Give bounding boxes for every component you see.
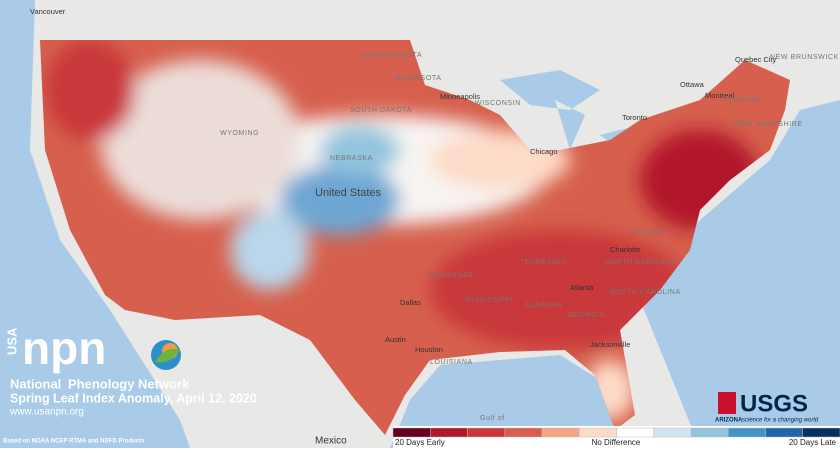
- legend-swatch: [430, 427, 468, 438]
- logo-acronym: npn: [22, 322, 106, 374]
- place-label: LOUISIANA: [430, 359, 473, 366]
- logo-url: www.usanpn.org: [9, 407, 84, 418]
- place-label: WISCONSIN: [475, 100, 521, 107]
- pacific-ocean: [0, 0, 190, 448]
- usgs-logo: USGS: [740, 390, 808, 417]
- logo-org: Phenology Network: [68, 376, 190, 391]
- logo-icon: [155, 348, 180, 363]
- legend-label: 20 Days Late: [789, 438, 837, 447]
- place-label: Houston: [415, 345, 443, 354]
- anomaly-patch: [100, 60, 300, 220]
- legend-swatch: [802, 427, 840, 438]
- logo-country: USA: [4, 327, 19, 355]
- place-label: SOUTH DAKOTA: [350, 107, 412, 114]
- legend-swatch: [690, 427, 729, 438]
- place-label: Minneapolis: [440, 92, 480, 101]
- place-label: GEORGIA: [568, 312, 605, 319]
- anomaly-patch: [230, 210, 310, 290]
- place-label: MINNESOTA: [395, 75, 442, 82]
- place-label: Ottawa: [680, 80, 705, 89]
- place-label: NEW BRUNSWICK: [770, 54, 839, 61]
- place-label: United States: [315, 187, 382, 199]
- place-label: NORTH CAROLINA: [605, 259, 676, 266]
- anomaly-patch: [45, 40, 135, 140]
- place-label: TENNESSEE: [520, 259, 568, 266]
- great-lakes: [500, 70, 640, 150]
- place-label: NEW HAMPSHIRE: [735, 121, 803, 128]
- place-label: ARKANSAS: [430, 272, 473, 279]
- place-label: Quebec City: [735, 55, 777, 64]
- place-label: SOUTH CAROLINA: [610, 289, 681, 296]
- arizona-logo: [718, 392, 736, 414]
- place-label: Mexico: [315, 436, 347, 447]
- place-label: WYOMING: [220, 130, 259, 137]
- place-label: Dallas: [400, 298, 421, 307]
- legend-label: 20 Days Early: [395, 438, 445, 447]
- place-label: Gulf of: [480, 415, 505, 422]
- place-label: Atlanta: [570, 283, 594, 292]
- anomaly-patch: [320, 125, 400, 175]
- place-label: VERMONT: [723, 97, 762, 104]
- place-label: Jacksonville: [590, 340, 630, 349]
- place-label: Vancouver: [30, 7, 66, 16]
- legend-swatch: [392, 427, 431, 438]
- place-label: MISSISSIPPI: [465, 297, 513, 304]
- usgs-tagline: science for a changing world: [742, 418, 819, 424]
- atlantic-ocean: [640, 100, 840, 448]
- legend-swatch: [579, 427, 617, 438]
- map-title: Spring Leaf Index Anomaly, April 12, 202…: [10, 391, 257, 405]
- place-label: ALABAMA: [525, 302, 562, 309]
- legend-swatch: [765, 427, 803, 438]
- place-label: Chicago: [530, 147, 558, 156]
- anomaly-patch: [430, 230, 690, 350]
- legend-swatch: [616, 427, 654, 438]
- place-label: NORTH DAKOTA: [360, 52, 422, 59]
- anomaly-patch: [280, 165, 400, 235]
- place-label: NEBRASKA: [330, 155, 373, 162]
- legend-swatch: [541, 427, 580, 438]
- arizona-name: ARIZONA: [715, 418, 743, 424]
- legend-swatch: [467, 427, 505, 438]
- legend-label: No Difference: [592, 438, 641, 447]
- legend-swatch: [504, 427, 543, 438]
- legend-swatch: [728, 427, 766, 438]
- place-label: VIRGINIA: [630, 229, 666, 236]
- gulf-of-mexico: [390, 355, 630, 448]
- legend-swatch: [653, 427, 692, 438]
- place-label: Austin: [385, 335, 406, 344]
- place-label: Charlotte: [610, 245, 640, 254]
- logo-org: National: [10, 376, 61, 391]
- source-note: Based on NOAA NCEP RTMA and NDFD Product…: [3, 439, 145, 445]
- place-label: Montreal: [705, 91, 735, 100]
- place-label: Toronto: [622, 113, 647, 122]
